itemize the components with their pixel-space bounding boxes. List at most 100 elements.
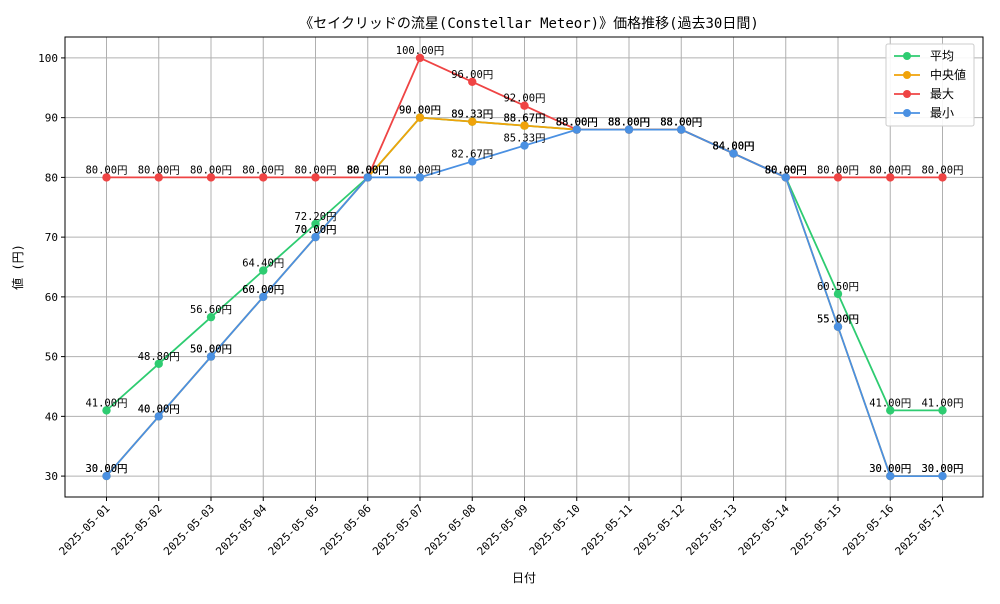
data-label: 88.67円 [503,113,545,125]
legend-label: 平均 [930,49,954,63]
x-tick-label: 2025-05-14 [736,502,792,558]
data-label: 80.00円 [347,164,389,176]
data-label: 82.67円 [451,148,493,160]
y-tick-label: 100 [38,52,58,65]
data-point [938,471,947,481]
data-point [102,173,111,182]
data-label: 30.00円 [869,463,911,475]
data-label: 70.00円 [294,224,336,236]
x-axis-title: 日付 [512,571,536,585]
data-point [677,125,686,134]
data-point [206,173,216,182]
data-label: 41.00円 [85,397,127,409]
data-point [781,173,790,182]
data-label: 88.00円 [608,117,650,129]
axes: 2025-05-012025-05-022025-05-032025-05-04… [38,52,948,558]
data-label: 88.00円 [608,117,650,129]
data-point [468,157,477,166]
data-label: 41.00円 [869,397,911,409]
data-label: 80.00円 [85,164,127,176]
x-tick-label: 2025-05-07 [370,502,426,558]
data-label: 41.00円 [921,397,963,409]
data-point [415,113,425,122]
data-point [520,141,529,150]
data-point [886,406,895,415]
data-label: 30.00円 [85,463,127,475]
data-point [833,173,843,182]
data-point [206,352,216,361]
data-labels: 41.00円 48.80円 56.60円 64.40円 72.20円 80.00円 90.0… [85,45,963,475]
data-point [311,173,320,182]
x-tick-label: 2025-05-13 [684,502,740,558]
data-label: 80.00円 [765,164,807,176]
data-label: 80.00円 [138,164,180,176]
data-label: 89.33円 [451,109,493,121]
data-label: 40.00円 [138,403,180,415]
data-label: 48.80円 [138,351,180,363]
data-label: 88.00円 [660,117,702,129]
data-point [154,173,163,182]
data-label: 88.00円 [660,117,702,129]
data-point [833,289,843,299]
data-label: 84.00円 [712,140,754,152]
data-label: 70.00円 [294,224,336,236]
data-point [154,412,163,421]
data-label: 96.00円 [451,69,493,81]
y-tick-label: 40 [45,410,58,423]
data-point [833,322,843,331]
data-label: 60.00円 [242,284,284,296]
data-label: 55.00円 [817,314,859,326]
data-label: 80.00円 [347,164,389,176]
data-label: 88.00円 [556,117,598,129]
data-label: 80.00円 [765,164,807,176]
legend-item: 最大 [894,87,954,101]
data-label: 80.00円 [817,164,859,176]
legend-label: 最小 [930,106,954,120]
data-point [468,117,477,126]
data-label: 80.00円 [921,164,963,176]
x-tick-label: 2025-05-11 [579,502,635,558]
data-label: 88.00円 [660,117,702,129]
data-point [468,77,477,87]
data-label: 50.00円 [190,344,232,356]
data-label: 88.00円 [556,117,598,129]
data-label: 60.00円 [242,284,284,296]
data-label: 30.00円 [869,463,911,475]
legend-swatch-marker [903,109,911,117]
y-axis-title: 値 (円) [10,244,25,290]
x-tick-label: 2025-05-05 [266,502,322,558]
x-tick-label: 2025-05-01 [57,502,113,558]
x-tick-label: 2025-05-08 [422,502,478,558]
data-label: 100.00円 [396,45,444,57]
data-label: 90.00円 [399,105,441,117]
data-point [259,173,268,182]
data-label: 80.00円 [347,164,389,176]
data-label: 80.00円 [399,164,441,176]
data-point [886,173,895,182]
legend-swatch-marker [903,52,911,60]
data-label: 88.00円 [556,117,598,129]
data-point [938,173,947,182]
data-label: 92.00円 [503,93,545,105]
data-point [415,53,425,63]
series-3 [102,125,947,481]
y-tick-label: 80 [45,171,58,184]
x-tick-label: 2025-05-04 [213,502,269,558]
data-label: 55.00円 [817,314,859,326]
data-point [311,219,320,229]
data-label: 88.00円 [608,117,650,129]
data-label: 30.00円 [85,463,127,475]
data-label: 80.00円 [294,164,336,176]
data-label: 40.00円 [138,403,180,415]
data-point [206,312,216,322]
data-label: 50.00円 [190,344,232,356]
data-label: 88.00円 [608,117,650,129]
data-point [154,359,163,368]
data-point [102,471,111,481]
legend-box [885,43,975,127]
data-label: 80.00円 [765,164,807,176]
x-tick-label: 2025-05-15 [788,502,844,558]
x-tick-label: 2025-05-10 [527,502,583,558]
